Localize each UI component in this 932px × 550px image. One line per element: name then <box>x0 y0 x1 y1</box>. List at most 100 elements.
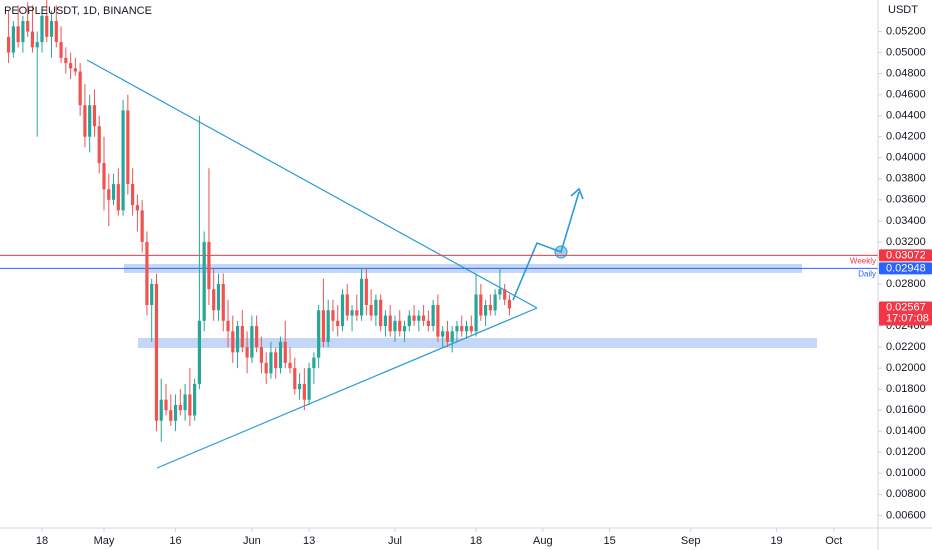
candle-body <box>11 26 15 53</box>
candle-body <box>202 241 206 321</box>
y-tick-label: 0.03600 <box>886 194 926 206</box>
candle-body <box>398 320 402 332</box>
candle-body <box>383 315 388 327</box>
candle-body <box>421 315 426 321</box>
candle-body <box>73 68 77 72</box>
candle-body <box>30 31 35 48</box>
candle-body <box>469 326 473 332</box>
x-tick-label: 18 <box>36 535 48 547</box>
candle-body <box>235 326 240 353</box>
candle-body <box>369 305 373 316</box>
candle-body <box>140 210 144 242</box>
candles <box>7 0 512 442</box>
candle-body <box>431 305 435 327</box>
x-tick-label: 19 <box>770 535 782 547</box>
candle-body <box>16 26 20 43</box>
candle-body <box>507 299 512 309</box>
x-tick-label: 16 <box>169 535 181 547</box>
candle-body <box>493 294 497 311</box>
candle-body <box>312 357 316 369</box>
candle-body <box>455 326 459 332</box>
candle-body <box>336 320 340 327</box>
arrow-head <box>570 187 584 200</box>
candle-body <box>379 299 383 327</box>
x-tick-label: Oct <box>825 535 842 547</box>
y-tick-label: 0.01200 <box>886 446 926 458</box>
candle-body <box>221 283 225 321</box>
candle-body <box>121 110 125 211</box>
y-tick-label: 0.05000 <box>886 46 926 58</box>
y-tick-label: 0.05200 <box>886 25 926 37</box>
level-name: Daily <box>858 270 876 279</box>
candle-body <box>388 315 392 332</box>
candle-body <box>288 362 292 369</box>
support-zone <box>138 338 817 348</box>
candle-body <box>479 294 483 316</box>
candle-body <box>78 71 82 106</box>
y-tick-label: 0.00600 <box>886 509 926 521</box>
candle-body <box>269 352 273 374</box>
y-tick-label: 0.01600 <box>886 404 926 416</box>
chart-title: PEOPLEUSDT, 1D, BINANCE <box>4 5 152 17</box>
price-tag-label: 0.02948 <box>886 262 926 274</box>
candle-body <box>49 21 54 37</box>
candle-body <box>488 305 492 311</box>
candle-body <box>226 320 230 332</box>
y-tick-label: 0.01000 <box>886 467 926 479</box>
x-tick-label: 15 <box>603 535 615 547</box>
candle-body <box>69 63 73 69</box>
y-tick-label: 0.00800 <box>886 488 926 500</box>
y-tick-label: 0.04800 <box>886 68 926 80</box>
candle-body <box>350 310 354 316</box>
candle-body <box>441 331 445 337</box>
y-tick-label: 0.03400 <box>886 215 926 227</box>
candle-body <box>407 315 411 327</box>
candle-body <box>326 310 330 342</box>
candle-body <box>54 21 58 43</box>
drawings <box>86 59 817 469</box>
time-axis-bg <box>0 528 932 550</box>
last-price-label: 0.02567 <box>886 301 926 313</box>
price-axis-bg <box>878 0 932 550</box>
candle-body <box>464 326 469 332</box>
candle-body <box>474 294 478 332</box>
candle-body <box>59 42 63 58</box>
candle-body <box>426 320 430 327</box>
candle-body <box>231 331 235 353</box>
candle-body <box>259 347 264 363</box>
candle-body <box>359 278 364 316</box>
y-tick-label: 0.02200 <box>886 341 926 353</box>
candle-body <box>417 315 421 321</box>
candle-body <box>135 205 139 211</box>
candle-body <box>97 126 101 164</box>
x-tick-label: Jun <box>243 535 261 547</box>
candle-body <box>45 15 49 37</box>
candle-body <box>436 305 440 337</box>
candle-body <box>197 320 201 384</box>
level-name: Weekly <box>850 256 876 265</box>
candle-body <box>445 331 450 342</box>
candle-body <box>131 184 135 206</box>
last-price-tag <box>879 301 932 326</box>
candle-body <box>107 189 111 200</box>
candle-body <box>393 320 397 332</box>
candle-body <box>364 278 368 306</box>
candle-body <box>173 404 178 421</box>
candle-body <box>64 57 68 64</box>
candle-body <box>92 105 97 127</box>
candle-body <box>240 326 244 348</box>
candle-body <box>40 15 44 43</box>
candle-body <box>150 283 154 306</box>
candle-body <box>88 105 92 137</box>
candle-body <box>188 394 192 416</box>
candle-body <box>169 410 173 421</box>
candle-body <box>26 21 30 32</box>
candle-body <box>498 289 502 295</box>
candle-body <box>255 326 259 348</box>
y-tick-label: 0.03800 <box>886 173 926 185</box>
price-tag <box>879 262 932 275</box>
x-tick-label: Aug <box>533 535 553 547</box>
candle-body <box>297 383 302 390</box>
